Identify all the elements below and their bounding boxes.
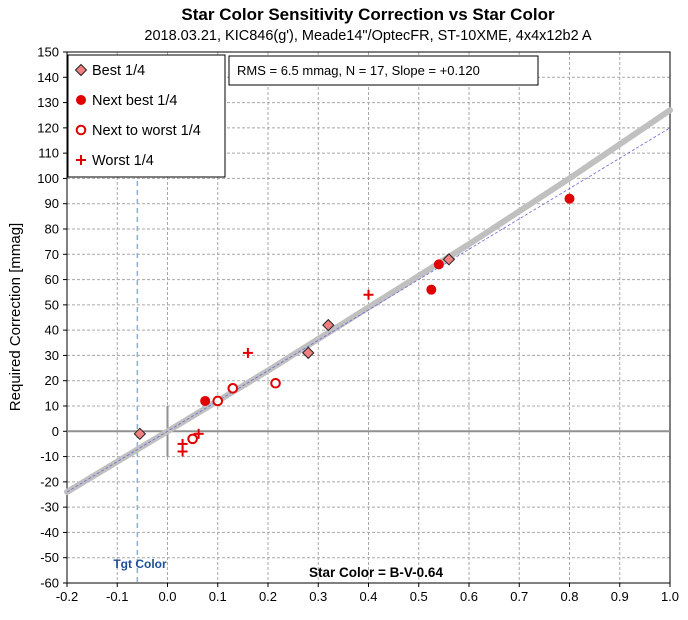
stats-box: RMS = 6.5 mmag, N = 17, Slope = +0.120 [228, 55, 539, 86]
y-tick-label: 90 [45, 196, 59, 211]
y-tick-label: 40 [45, 323, 59, 338]
x-tick-label: 0.1 [209, 589, 227, 604]
data-point-series-4 [363, 289, 374, 300]
x-tick-label: 0.6 [460, 589, 478, 604]
data-point-series-2 [433, 259, 444, 270]
data-point-series-4 [193, 428, 204, 439]
legend: Best 1/4 Next best 1/4 Next to worst 1/4 Wo… [67, 54, 226, 178]
legend-label-3: Next to worst 1/4 [92, 123, 201, 139]
y-tick-label: 110 [38, 146, 59, 161]
target-color-label: Tgt Color [113, 557, 167, 571]
y-tick-label: -10 [40, 449, 59, 464]
legend-marker-1 [74, 63, 88, 77]
y-tick-label: 60 [45, 272, 59, 287]
data-point-series-1 [133, 427, 147, 441]
data-point-series-1 [442, 253, 456, 266]
legend-label-2: Next best 1/4 [92, 93, 177, 109]
y-tick-label: 130 [37, 95, 59, 110]
legend-marker-3 [75, 124, 87, 136]
x-tick-label: 0.7 [510, 589, 528, 604]
x-axis-label: Star Color = B-V-0.64 [309, 565, 443, 580]
x-tick-label: 0.9 [611, 589, 629, 604]
fit-curves [64, 107, 673, 495]
chart-title: Star Color Sensitivity Correction vs Sta… [181, 5, 555, 24]
y-tick-label: -30 [40, 500, 59, 515]
y-tick-label: 80 [45, 222, 59, 237]
data-point-series-3 [187, 433, 198, 445]
y-tick-label: -50 [40, 550, 59, 565]
legend-label-4: Worst 1/4 [92, 153, 154, 169]
data-point-series-3 [227, 383, 239, 394]
linear-fit-line [66, 127, 671, 493]
y-tick-label: 150 [37, 45, 59, 60]
x-tick-label: 0.2 [259, 589, 277, 604]
data-point-series-1 [322, 318, 335, 332]
x-tick-label: 0.5 [410, 589, 428, 604]
legend-label-1: Best 1/4 [92, 63, 145, 79]
y-tick-label: 70 [45, 247, 59, 262]
x-tick-label: 1.0 [661, 589, 679, 604]
chart-subtitle: 2018.03.21, KIC846(g'), Meade14"/OptecFR… [144, 28, 592, 44]
stats-text: RMS = 6.5 mmag, N = 17, Slope = +0.120 [237, 63, 480, 78]
data-point-series-2 [200, 395, 211, 406]
data-point-series-2 [564, 193, 575, 204]
data-point-series-4 [177, 446, 188, 457]
y-tick-label: 10 [45, 399, 59, 414]
legend-marker-2 [76, 95, 86, 105]
x-tick-label: 0.3 [309, 589, 327, 604]
y-tick-label: 140 [37, 70, 59, 85]
data-point-series-3 [212, 395, 224, 407]
x-tick-label: -0.2 [56, 589, 78, 604]
tick-labels: -0.2 -0.1 0.0 0.1 0.2 0.3 0.4 0.5 0.6 0.7 0.8 0.9 1.… [37, 45, 679, 605]
x-tick-label: -0.1 [106, 589, 128, 604]
y-tick-label: 120 [37, 120, 59, 135]
data-point-series-4 [242, 347, 253, 358]
x-tick-label: 0.4 [359, 589, 377, 604]
data-point-series-1 [301, 346, 315, 360]
y-axis-label: Required Correction [mmag] [7, 223, 24, 411]
x-tick-label: 0.0 [158, 589, 176, 604]
y-tick-label: 50 [45, 297, 59, 312]
y-tick-label: -60 [40, 576, 59, 591]
y-tick-label: 30 [45, 348, 59, 363]
y-tick-label: -40 [40, 525, 59, 540]
y-tick-label: 0 [52, 424, 59, 439]
data-point-series-3 [270, 377, 281, 389]
plot-frame [66, 51, 671, 584]
data-point-series-2 [426, 284, 437, 295]
data-points [133, 193, 575, 457]
y-tick-label: 100 [37, 171, 59, 186]
legend-marker-4 [76, 155, 86, 165]
y-tick-label: -20 [40, 474, 59, 489]
x-tick-label: 0.8 [560, 589, 578, 604]
y-tick-label: 20 [45, 373, 59, 388]
